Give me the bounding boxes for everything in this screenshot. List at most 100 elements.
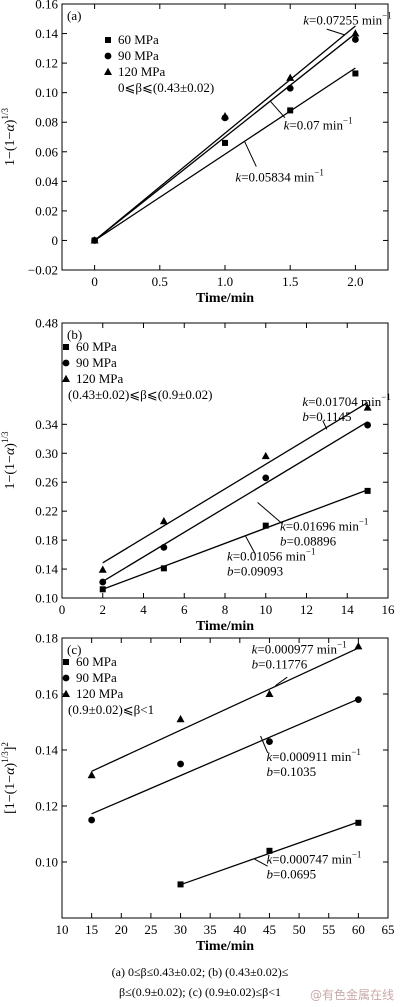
annotation-text: k=0.05834 min−1 xyxy=(235,167,323,184)
annotation-symbol: k xyxy=(302,394,308,409)
panel-label: (b) xyxy=(67,327,82,342)
data-point xyxy=(261,451,270,460)
y-axis-title-alpha: α xyxy=(3,447,18,455)
annotation-value: =0.08896 xyxy=(287,534,337,549)
y-tick-label: 0.02 xyxy=(35,203,58,218)
x-tick-label: 25 xyxy=(144,922,157,937)
fit-line xyxy=(91,698,359,815)
y-tick-label: 0.30 xyxy=(35,446,58,461)
annotation-text: b=0.09093 xyxy=(227,563,283,578)
y-tick-label: 0.48 xyxy=(35,316,58,331)
fit-line xyxy=(94,25,356,241)
annotation-exponent: −1 xyxy=(351,747,361,757)
y-axis-title-part: 1−(1− xyxy=(3,455,18,490)
fit-line xyxy=(94,67,356,241)
y-tick-label: 0.12 xyxy=(35,56,58,71)
annotation-text: b=0.0695 xyxy=(266,866,316,881)
data-point xyxy=(352,36,359,43)
y-axis-title: [1−(1−α)1/3]2 xyxy=(0,742,18,814)
panel-label: (c) xyxy=(67,642,81,657)
annotation-symbol: b xyxy=(302,409,309,424)
x-tick-label: 50 xyxy=(293,922,306,937)
x-axis-title: Time/min xyxy=(196,619,254,634)
panel-label: (a) xyxy=(67,8,81,23)
legend-label: 60 MPa xyxy=(76,339,117,354)
data-point xyxy=(364,421,372,429)
annotation-leader xyxy=(326,28,346,36)
x-tick-label: 30 xyxy=(174,922,187,937)
annotation-text: k=0.07 min−1 xyxy=(284,116,353,133)
annotation-symbol: k xyxy=(266,851,272,866)
annotation-text: k=0.07255 min−1 xyxy=(303,11,391,28)
data-point xyxy=(355,819,362,826)
fit-line xyxy=(102,402,368,564)
annotation-value: =0.0695 xyxy=(273,866,316,881)
annotation-symbol: b xyxy=(227,563,234,578)
data-point xyxy=(99,578,107,586)
annotation-leader xyxy=(254,858,268,867)
x-tick-label: 16 xyxy=(382,602,396,617)
data-point xyxy=(221,112,229,120)
annotation-symbol: k xyxy=(284,118,290,133)
data-point xyxy=(287,107,294,114)
watermark-text: @有色金属在线 xyxy=(309,988,394,1002)
x-tick-label: 0.5 xyxy=(152,274,168,289)
x-tick-label: 2.0 xyxy=(347,274,363,289)
annotation-text: b=0.1145 xyxy=(302,409,351,424)
y-axis-title: 1−(1−α)1/3 xyxy=(0,108,18,166)
annotation-value: =0.05834 min xyxy=(241,169,315,184)
x-tick-label: 65 xyxy=(382,922,395,937)
data-point xyxy=(160,543,168,551)
data-point xyxy=(351,29,360,37)
annotation-text: b=0.08896 xyxy=(280,534,337,549)
annotation-exponent: −1 xyxy=(306,546,316,556)
y-tick-label: 0.12 xyxy=(35,799,58,814)
x-tick-label: 35 xyxy=(204,922,217,937)
y-tick-label: 0.22 xyxy=(35,504,58,519)
x-tick-label: 60 xyxy=(352,922,365,937)
y-axis-title-part: 1−(1− xyxy=(3,131,18,166)
data-point xyxy=(354,696,362,703)
legend-marker xyxy=(62,359,70,367)
y-axis-title-part: ) xyxy=(3,762,18,767)
data-point xyxy=(286,73,295,81)
annotation-leader xyxy=(270,101,286,119)
data-point xyxy=(364,487,371,494)
y-axis-title-exponent: 2 xyxy=(0,742,10,747)
data-point xyxy=(354,642,363,650)
annotation-symbol: k xyxy=(266,749,272,764)
data-point xyxy=(177,760,184,768)
x-tick-label: 2 xyxy=(100,602,107,617)
legend-label: 90 MPa xyxy=(76,670,117,685)
data-point xyxy=(177,881,184,888)
y-tick-label: 0.14 xyxy=(35,562,58,577)
annotation-exponent: −1 xyxy=(382,11,392,21)
annotation-symbol: b xyxy=(266,764,273,779)
x-tick-label: 15 xyxy=(85,922,98,937)
legend-marker xyxy=(63,344,69,350)
annotation-symbol: b xyxy=(266,866,273,881)
x-tick-label: 40 xyxy=(233,922,246,937)
data-point xyxy=(99,586,106,593)
y-axis-title-part: ) xyxy=(3,443,18,448)
panel-c-chart: 10 15 20 25 30 35 40 45 50 55 60 65 0.10 0.12 0.14 0.16… xyxy=(0,631,395,955)
annotation-text: b=0.11776 xyxy=(252,656,308,671)
x-tick-label: 10 xyxy=(259,602,272,617)
data-point xyxy=(88,816,96,824)
y-axis-title: 1−(1−α)1/3 xyxy=(0,431,18,489)
annotation-symbol: k xyxy=(280,519,286,534)
y-tick-label: 0.18 xyxy=(35,631,58,646)
legend-condition: (0.43±0.02)⩽β⩽(0.9±0.02) xyxy=(68,387,213,402)
legend-label: 120 MPa xyxy=(76,686,124,701)
legend-label: 60 MPa xyxy=(118,32,159,47)
annotation-exponent: −1 xyxy=(314,167,324,177)
data-point xyxy=(363,403,372,411)
legend-label: 90 MPa xyxy=(76,355,117,370)
x-tick-label: 10 xyxy=(56,922,69,937)
annotation-text: k=0.01704 min−1 xyxy=(302,392,390,409)
legend-label: 120 MPa xyxy=(76,371,124,386)
x-tick-label: 4 xyxy=(140,602,147,617)
y-axis-title-exponent: 1/3 xyxy=(0,108,10,120)
legend-label: 60 MPa xyxy=(76,654,117,669)
annotation-symbol: k xyxy=(235,169,241,184)
